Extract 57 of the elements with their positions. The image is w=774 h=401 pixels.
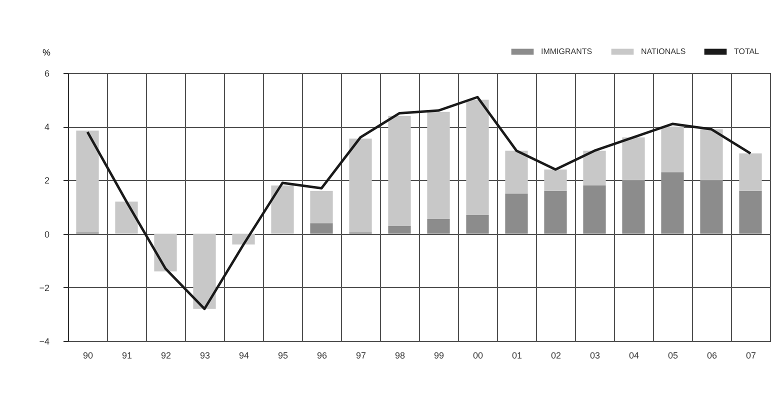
x-tick-label: 02 <box>550 350 562 360</box>
x-tick-label: 99 <box>434 350 444 360</box>
y-tick-label: 2 <box>44 176 50 186</box>
bar <box>388 226 411 234</box>
x-tick-label: 06 <box>706 350 718 360</box>
bar <box>193 234 216 309</box>
bar <box>739 153 762 191</box>
x-tick-label: 92 <box>160 350 172 360</box>
bar <box>739 190 762 234</box>
x-tick-label: 91 <box>122 350 132 360</box>
bar <box>505 150 528 194</box>
bar <box>700 129 723 180</box>
bar <box>427 112 450 220</box>
bar <box>310 190 333 224</box>
bar <box>622 137 645 180</box>
bar <box>505 194 528 234</box>
x-tick-label: 93 <box>200 350 210 360</box>
y-tick-label: 6 <box>44 68 50 78</box>
y-tick-label: 0 <box>44 229 50 240</box>
bar <box>154 234 177 272</box>
bar <box>115 202 138 234</box>
bar <box>388 116 411 226</box>
x-tick-label: 04 <box>628 350 640 360</box>
x-tick-label: 97 <box>356 350 366 360</box>
bar <box>544 190 567 234</box>
bar <box>349 138 372 232</box>
y-tick-label: −2 <box>39 282 50 293</box>
line-series <box>86 96 752 310</box>
legend-label: NATIONALS <box>641 46 686 56</box>
x-tick-label: 96 <box>316 350 328 360</box>
x-tick-label: 05 <box>668 350 678 360</box>
x-tick-label: 03 <box>590 350 600 360</box>
bar <box>310 223 333 234</box>
bar <box>700 180 723 234</box>
x-tick-label: 01 <box>512 350 522 360</box>
bar <box>466 215 489 234</box>
legend-label: IMMIGRANTS <box>541 46 592 56</box>
bar <box>544 169 567 191</box>
bar <box>661 172 684 234</box>
y-axis-title: % <box>42 48 51 58</box>
bar <box>466 100 489 216</box>
x-tick-label: 98 <box>394 350 406 360</box>
bar <box>427 219 450 234</box>
x-tick-label: 07 <box>746 350 756 360</box>
bar <box>76 130 99 232</box>
legend-label: TOTAL <box>734 46 760 56</box>
bar <box>622 180 645 234</box>
x-tick-label: 94 <box>238 350 250 360</box>
x-tick-label: 90 <box>82 350 94 360</box>
y-tick-label: −4 <box>39 336 50 346</box>
bar <box>271 186 294 234</box>
bar <box>583 150 606 186</box>
bar <box>583 186 606 234</box>
x-tick-label: 95 <box>278 350 288 360</box>
bar <box>661 126 684 172</box>
y-tick-label: 4 <box>44 122 50 132</box>
x-tick-label: 00 <box>472 350 484 360</box>
